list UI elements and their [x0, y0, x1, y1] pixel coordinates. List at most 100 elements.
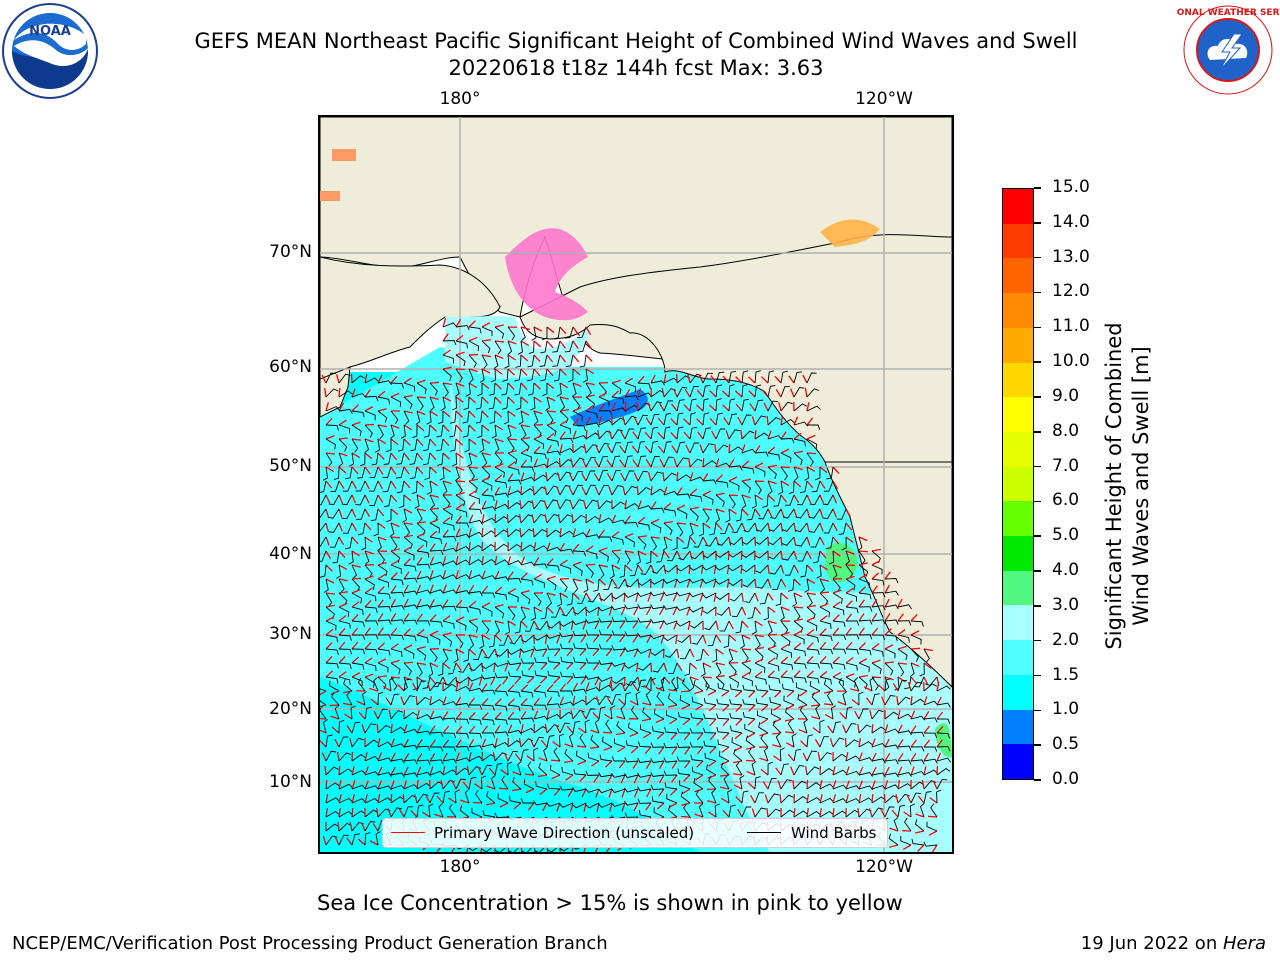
- wind-barb: [533, 747, 539, 762]
- wave-arrow: [858, 642, 866, 650]
- wind-barb: [559, 722, 570, 734]
- wind-barb: [636, 550, 642, 565]
- wave-arrow: [805, 766, 808, 776]
- wave-arrow: [650, 676, 656, 686]
- wave-arrow: [629, 732, 639, 737]
- wave-arrow: [364, 389, 371, 398]
- wind-barb: [442, 648, 449, 663]
- wind-barb: [348, 550, 354, 565]
- wind-barb: [429, 382, 438, 396]
- wind-barb: [507, 340, 513, 355]
- wind-barb: [645, 691, 652, 706]
- wave-arrow: [351, 438, 362, 441]
- wind-barb: [540, 606, 548, 620]
- wind-barb: [573, 657, 587, 664]
- wind-barb: [773, 494, 782, 507]
- wave-arrow: [468, 528, 472, 538]
- wind-barb: [663, 472, 677, 482]
- wind-barb: [530, 606, 537, 621]
- wind-barb: [325, 810, 340, 818]
- wave-arrow: [746, 770, 756, 776]
- wind-barb: [585, 606, 600, 614]
- wind-barb: [845, 785, 860, 790]
- wave-arrow: [675, 634, 678, 645]
- wind-barb: [700, 662, 706, 677]
- wave-arrow: [598, 592, 603, 602]
- wave-arrow: [388, 710, 392, 720]
- wave-arrow: [740, 550, 743, 561]
- wind-barb: [682, 536, 691, 549]
- wind-barb: [741, 370, 749, 384]
- wave-arrow: [806, 402, 810, 412]
- wind-barb: [793, 421, 808, 427]
- wave-arrow: [377, 766, 383, 776]
- wave-arrow: [455, 696, 462, 706]
- wind-barb: [910, 746, 925, 752]
- wind-barb: [911, 838, 925, 846]
- wave-arrow: [741, 478, 751, 482]
- wind-barb: [403, 759, 418, 765]
- wind-barb: [351, 620, 365, 627]
- wind-barb: [725, 508, 731, 523]
- wind-barb: [845, 578, 856, 591]
- wind-barb: [652, 662, 665, 673]
- wave-arrow: [412, 682, 418, 692]
- wind-barb: [884, 678, 891, 692]
- wind-barb: [800, 564, 808, 578]
- wave-arrow: [481, 396, 489, 404]
- wave-arrow: [806, 604, 816, 608]
- wind-barb: [676, 426, 684, 440]
- wind-barb: [650, 648, 665, 656]
- wave-arrow: [598, 403, 605, 412]
- wave-arrow: [806, 550, 812, 560]
- wind-barb: [587, 752, 600, 762]
- wind-barb: [763, 606, 769, 621]
- wave-arrow: [842, 724, 847, 734]
- wave-arrow: [686, 606, 691, 616]
- colorbar-tick-mark: [1034, 187, 1041, 189]
- wave-arrow: [722, 404, 730, 412]
- wave-arrow: [403, 628, 411, 636]
- wave-arrow: [455, 424, 463, 433]
- wind-barb: [507, 761, 513, 776]
- wave-arrow: [442, 452, 451, 460]
- wave-arrow: [741, 634, 751, 640]
- wave-arrow: [351, 807, 354, 818]
- wave-arrow: [325, 808, 328, 818]
- wave-arrow: [858, 562, 868, 566]
- wind-barb: [448, 803, 457, 818]
- wave-arrow: [895, 794, 899, 804]
- wave-arrow: [416, 584, 422, 594]
- wave-arrow: [740, 564, 743, 575]
- wave-arrow: [481, 662, 484, 673]
- wave-arrow: [676, 522, 687, 525]
- wave-arrow: [351, 452, 361, 459]
- wind-barb: [442, 340, 457, 346]
- wave-arrow: [351, 656, 360, 664]
- wind-barb: [930, 803, 938, 818]
- wave-arrow: [854, 710, 860, 720]
- wind-barb: [479, 368, 485, 383]
- wave-arrow: [749, 403, 756, 412]
- wave-arrow: [546, 432, 555, 440]
- wind-barb: [533, 646, 548, 652]
- wave-arrow: [611, 379, 621, 384]
- wind-barb: [527, 382, 535, 396]
- wave-arrow: [507, 461, 516, 468]
- wave-arrow: [579, 774, 587, 782]
- wind-barb: [720, 762, 730, 776]
- wind-barb: [451, 452, 458, 467]
- wind-barb: [493, 354, 499, 369]
- wind-barb: [599, 592, 613, 602]
- wave-arrow: [858, 794, 862, 804]
- wind-barb: [459, 805, 470, 818]
- wave-arrow: [647, 472, 652, 482]
- wind-barb: [795, 682, 808, 692]
- wave-arrow: [416, 779, 419, 790]
- wind-barb: [858, 771, 873, 777]
- wave-arrow: [415, 695, 418, 706]
- wind-barb: [806, 634, 819, 643]
- wind-barb: [742, 536, 756, 545]
- wind-barb: [663, 400, 674, 412]
- nws-logo: NATIONAL WEATHER SERVICE: [1176, 0, 1280, 104]
